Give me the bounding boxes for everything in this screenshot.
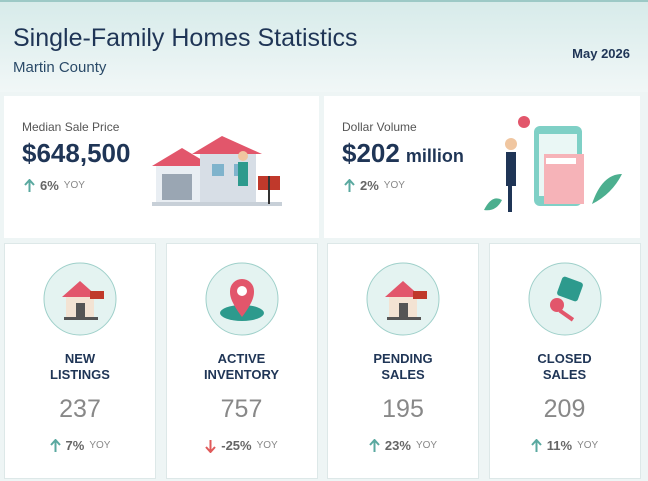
stat-card: PENDING SALES 195 23% YOY	[327, 243, 479, 479]
change-label: YOY	[383, 180, 405, 191]
card-change: 7% YOY	[49, 438, 111, 453]
arrow-icon	[205, 439, 216, 453]
title: Single-Family Homes Statistics	[13, 24, 358, 52]
card-icon	[43, 262, 117, 336]
card-icon	[528, 262, 601, 336]
card-value: 209	[543, 395, 586, 423]
value-number: $202	[342, 138, 400, 168]
change-value: 23%	[384, 438, 411, 453]
highlight-panel: Dollar Volume $202 million 2% YOY	[324, 96, 640, 238]
card-value: 237	[59, 395, 101, 423]
change-value: 7%	[65, 438, 85, 453]
value: $202 million	[342, 138, 464, 169]
card-title: CLOSED SALES	[537, 351, 592, 382]
card-change: 23% YOY	[369, 438, 437, 453]
value: $648,500	[22, 138, 131, 168]
label: Dollar Volume	[342, 120, 417, 134]
change-value: -25%	[221, 438, 252, 453]
label: Median Sale Price	[22, 120, 120, 134]
stat-card: ACTIVE INVENTORY 757 -25% YOY	[165, 243, 318, 479]
change-value: 2%	[360, 178, 379, 193]
change-value: 11%	[546, 438, 573, 453]
arrow-icon	[49, 438, 61, 452]
highlight-panel: Median Sale Price $648,500 6% YOY	[4, 96, 319, 238]
arrow-icon	[344, 178, 355, 192]
stat-card: NEW LISTINGS 237 7% YOY	[4, 243, 156, 479]
arrow-icon	[24, 178, 35, 192]
stat-card: CLOSED SALES 209 11% YOY	[488, 243, 641, 479]
change-label: YOY	[89, 440, 111, 451]
change-label: YOY	[415, 440, 438, 451]
card-title: NEW LISTINGS	[50, 351, 110, 382]
card-title: PENDING SALES	[373, 351, 433, 382]
arrow-icon	[369, 438, 380, 452]
volume-illustration	[484, 116, 622, 212]
subtitle: Martin County	[13, 59, 107, 76]
house-illustration	[152, 136, 282, 206]
card-icon	[205, 262, 278, 336]
change: 2% YOY	[344, 178, 405, 193]
card-change: -25% YOY	[205, 438, 278, 453]
change-label: YOY	[256, 440, 278, 451]
card-value: 757	[220, 395, 263, 423]
change-label: YOY	[63, 180, 85, 191]
change-label: YOY	[577, 440, 599, 451]
card-icon	[366, 262, 440, 336]
date: May 2026	[572, 46, 630, 61]
value-unit: million	[405, 146, 464, 166]
change: 6% YOY	[24, 178, 85, 193]
card-value: 195	[382, 395, 424, 423]
header: Single-Family Homes Statistics Martin Co…	[0, 0, 648, 92]
arrow-icon	[531, 438, 542, 452]
change-value: 6%	[40, 178, 59, 193]
card-title: ACTIVE INVENTORY	[203, 351, 280, 382]
card-change: 11% YOY	[531, 438, 598, 453]
